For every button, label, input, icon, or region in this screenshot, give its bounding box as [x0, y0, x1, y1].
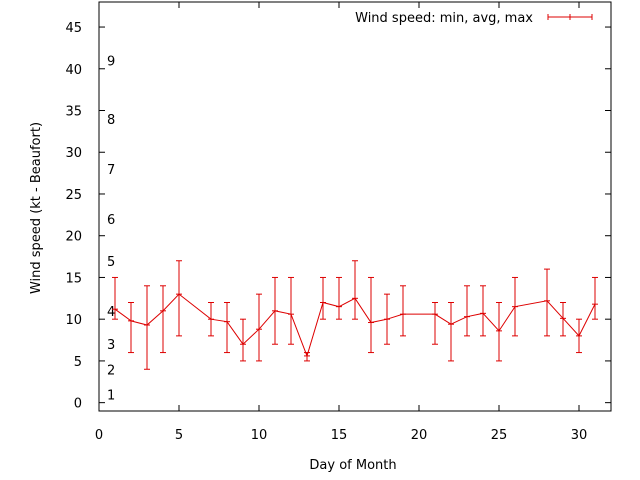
x-tick-label: 0: [95, 428, 103, 443]
beaufort-label: 5: [107, 255, 115, 270]
legend: Wind speed: min, avg, max: [355, 11, 593, 26]
series-line-avg: [114, 293, 596, 358]
x-tick-label: 25: [491, 428, 508, 443]
y-tick-label: 20: [65, 230, 82, 245]
y-tick-label: 25: [65, 188, 82, 203]
y-tick-label: 45: [65, 21, 82, 36]
x-tick-label: 20: [411, 428, 428, 443]
beaufort-label: 9: [107, 54, 115, 69]
y-tick-label: 40: [65, 63, 82, 78]
y-tick-label: 30: [65, 146, 82, 161]
x-tick-label: 15: [331, 428, 348, 443]
x-axis-label: Day of Month: [309, 458, 396, 473]
y-tick-label: 5: [74, 355, 82, 370]
beaufort-label: 8: [107, 113, 115, 128]
legend-label: Wind speed: min, avg, max: [355, 11, 533, 26]
beaufort-label: 6: [107, 213, 115, 228]
x-tick-label: 30: [571, 428, 588, 443]
beaufort-label: 3: [107, 338, 115, 353]
y-axis-label: Wind speed (kt - Beaufort): [29, 122, 44, 294]
beaufort-label: 2: [107, 363, 115, 378]
x-tick-label: 10: [251, 428, 268, 443]
y-tick-label: 15: [65, 271, 82, 286]
series-wind-speed: [112, 260, 598, 370]
beaufort-label: 1: [107, 388, 115, 403]
beaufort-label: 7: [107, 163, 115, 178]
plot-frame: [98, 1, 612, 412]
y-tick-label: 35: [65, 105, 82, 120]
y-tick-label: 10: [65, 313, 82, 328]
beaufort-label: 4: [107, 305, 115, 320]
beaufort-scale: 1 2 3 4 5 6 7 8 9: [107, 54, 115, 403]
x-tick-label: 5: [175, 428, 183, 443]
y-tick-label: 0: [74, 397, 82, 412]
